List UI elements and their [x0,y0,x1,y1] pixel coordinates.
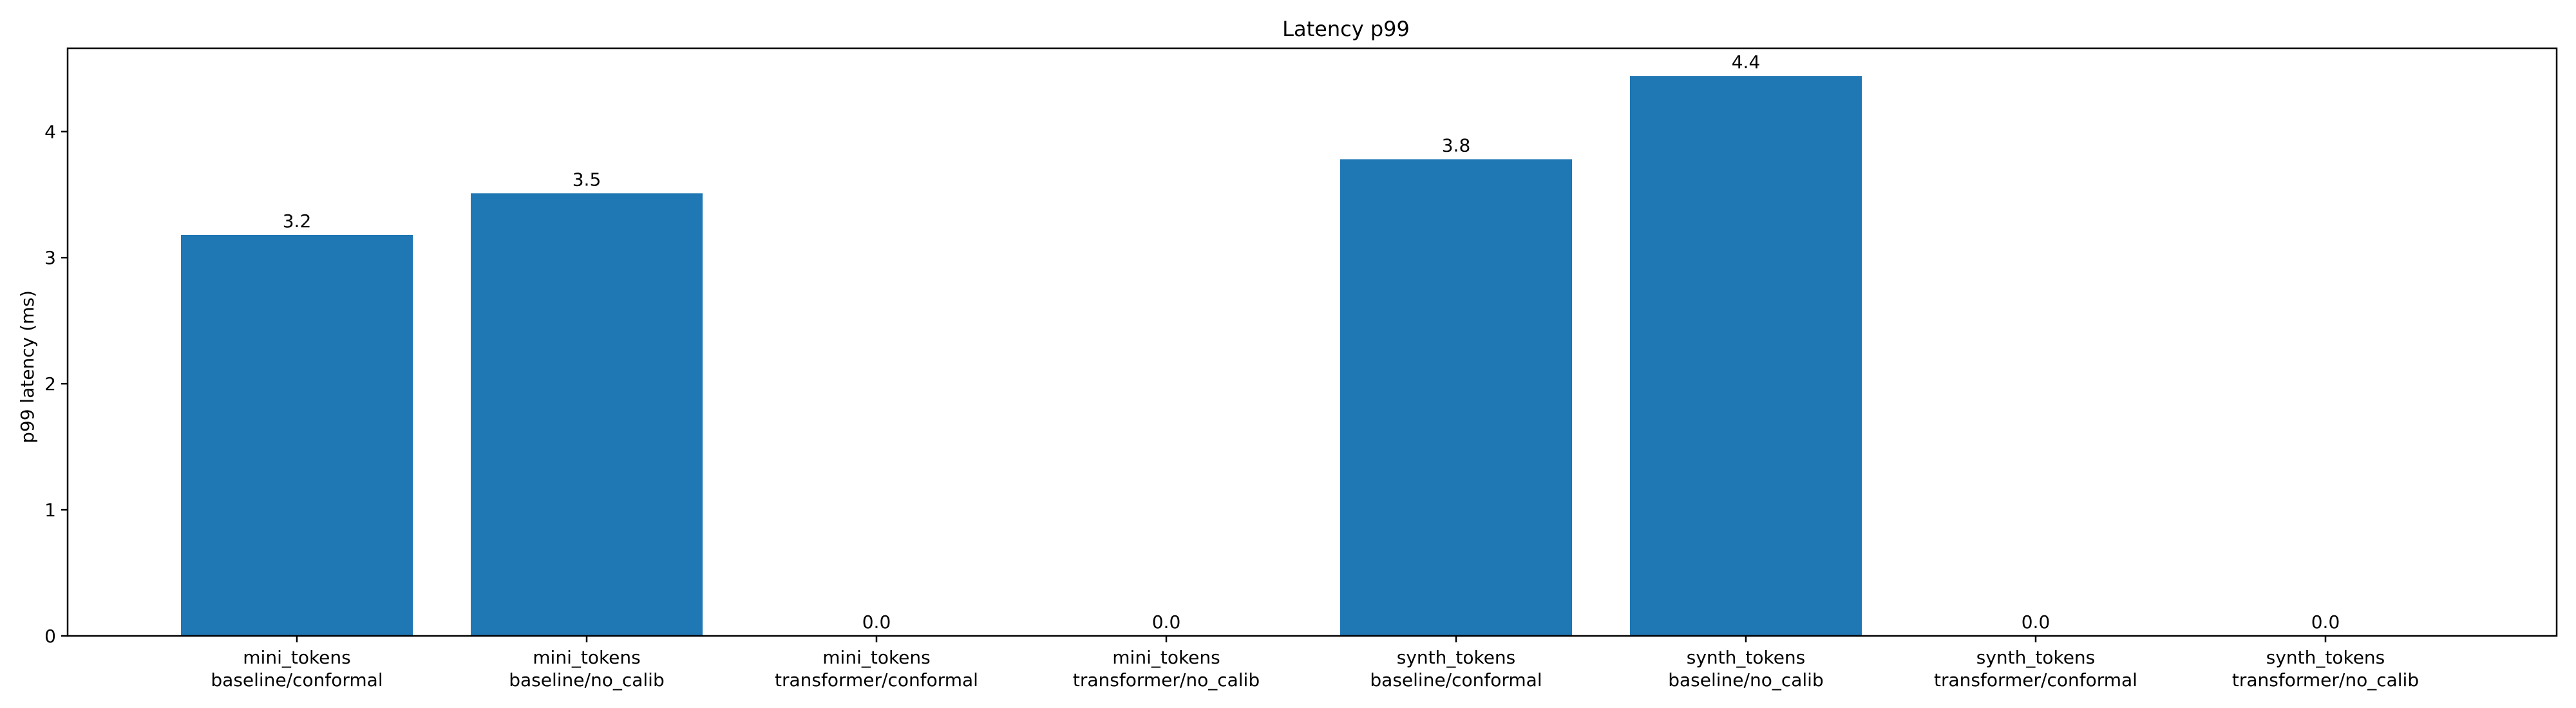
x-tick-label-line: mini_tokens [533,647,640,668]
bar-value-label: 3.2 [283,210,312,232]
bar-value-label: 3.5 [573,169,601,190]
bar-value-label: 0.0 [2022,611,2050,633]
x-tick-label-line: mini_tokens [243,647,350,668]
bars-layer [181,76,1862,637]
x-tick-label-line: baseline/conformal [211,669,383,691]
y-tick-label: 2 [44,373,56,395]
bar-value-label: 4.4 [1732,51,1761,73]
bar [1630,76,1862,636]
x-tick-label-line: synth_tokens [1397,647,1516,668]
data-labels-layer: 3.2 3.5 0.0 0.0 3.8 4.4 0.0 0.0 [283,51,2340,633]
bar-value-label: 0.0 [1152,611,1181,633]
x-tick-label-line: transformer/conformal [1934,669,2137,691]
x-tick-label-line: mini_tokens [822,647,930,668]
x-tick-label-line: baseline/conformal [1370,669,1542,691]
bar-value-label: 0.0 [862,611,891,633]
x-tick-label-line: synth_tokens [2266,647,2385,668]
x-tick-label: mini_tokens transformer/no_calib [1073,647,1260,691]
bar [181,234,413,636]
x-tick-label: synth_tokens transformer/conformal [1934,647,2137,691]
y-tick-label: 4 [44,121,56,142]
x-tick-label-line: mini_tokens [1112,647,1220,668]
bar-value-label: 0.0 [2311,611,2340,633]
x-tick-label: synth_tokens baseline/conformal [1370,647,1542,691]
x-tick-label-line: transformer/conformal [775,669,978,691]
chart-title: Latency p99 [1282,17,1410,41]
x-tick-label-line: baseline/no_calib [1668,669,1823,691]
x-tick-label-line: synth_tokens [1976,647,2096,668]
x-tick-label: mini_tokens baseline/conformal [211,647,383,691]
plot-frame [66,47,2558,637]
bar [471,193,703,636]
x-tick-label-line: transformer/no_calib [1073,669,1260,691]
x-tick-label: synth_tokens transformer/no_calib [2232,647,2419,691]
x-tick-label-line: baseline/no_calib [509,669,664,691]
bar [1340,159,1572,637]
y-axis-label: p99 latency (ms) [17,290,38,443]
y-tick-label: 0 [44,626,56,647]
y-tick-label: 1 [44,499,56,521]
x-tick-label: synth_tokens baseline/no_calib [1668,647,1823,691]
x-tick-label-line: transformer/no_calib [2232,669,2419,691]
x-tick-label: mini_tokens transformer/conformal [775,647,978,691]
x-tick-label: mini_tokens baseline/no_calib [509,647,664,691]
x-axis-ticks: mini_tokens baseline/conformalmini_tokens… [211,636,2419,691]
y-tick-label: 3 [44,247,56,268]
bar-value-label: 3.8 [1442,135,1471,156]
x-tick-label-line: synth_tokens [1687,647,1806,668]
y-axis-ticks: 0 1 2 3 4 [44,121,68,647]
